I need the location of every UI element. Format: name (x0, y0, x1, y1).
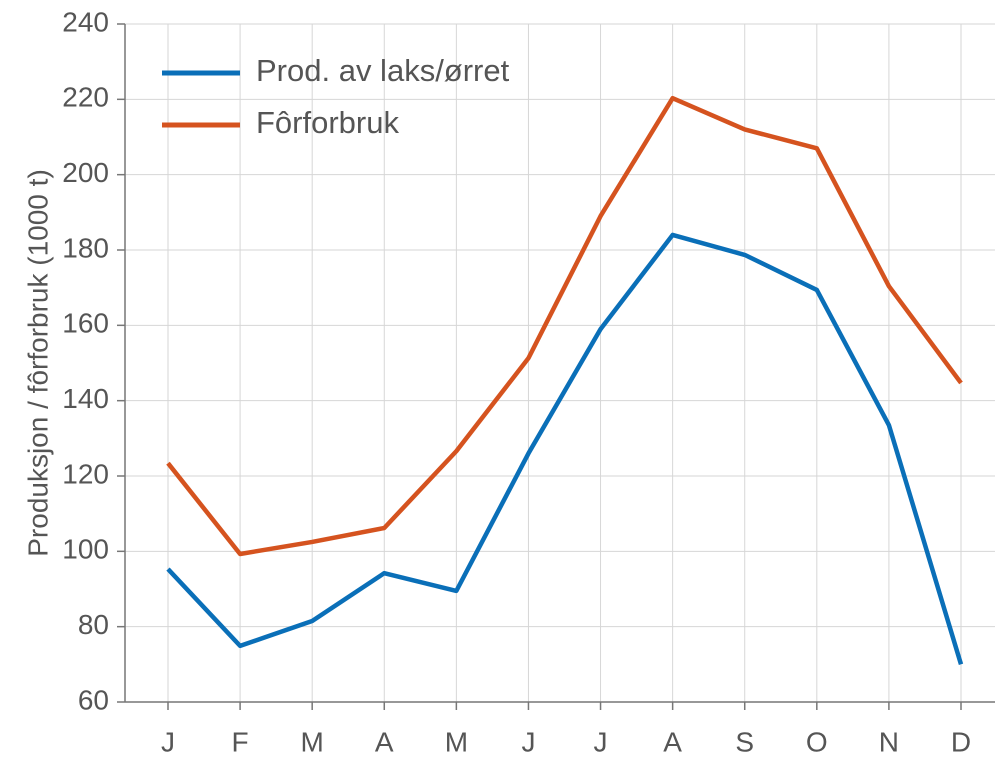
x-tick-label: J (594, 726, 608, 757)
y-tick-label: 60 (78, 684, 109, 715)
y-tick-label: 100 (62, 534, 109, 565)
y-tick-label: 80 (78, 609, 109, 640)
y-tick-label: 200 (62, 157, 109, 188)
x-tick-label: M (301, 726, 324, 757)
series-line (166, 232, 964, 665)
y-tick-label: 120 (62, 458, 109, 489)
x-tick-label: J (161, 726, 175, 757)
y-tick-label: 240 (62, 6, 109, 37)
y-tick-label: 160 (62, 308, 109, 339)
series-line (166, 95, 963, 557)
y-tick-label: 180 (62, 232, 109, 263)
x-tick-label: J (521, 726, 535, 757)
legend-label: Prod. av laks/ørret (256, 53, 510, 88)
x-tick-label: M (445, 726, 468, 757)
x-tick-label: S (735, 726, 754, 757)
legend-label: Fôrforbruk (256, 105, 399, 140)
x-tick-label: A (375, 726, 394, 757)
x-tick-label: F (232, 726, 249, 757)
y-tick-label: 140 (62, 383, 109, 414)
x-tick-label: A (663, 726, 682, 757)
y-axis-label: Produksjon / fôrforbruk (1000 t) (22, 169, 53, 557)
x-tick-label: N (879, 726, 899, 757)
y-tick-label: 220 (62, 82, 109, 113)
x-tick-label: D (951, 726, 971, 757)
x-tick-label: O (806, 726, 828, 757)
